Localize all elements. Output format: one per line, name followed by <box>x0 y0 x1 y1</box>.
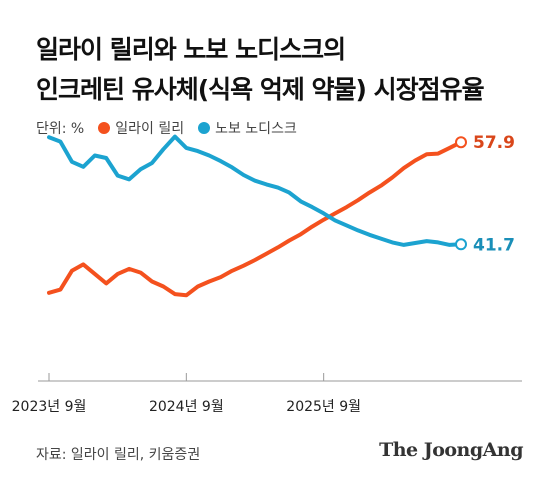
legend-label-lilly: 일라이 릴리 <box>115 121 185 137</box>
x-tick-label: 2025년 9월 <box>286 399 361 415</box>
series-lines <box>47 134 463 298</box>
series-line-novo <box>47 134 463 247</box>
chart-title-line-2: 인크레틴 유사체(식욕 억제 약물) 시장점유율 <box>36 75 485 104</box>
brand-logo: The JoongAng <box>379 439 523 461</box>
source-note: 자료: 일라이 릴리, 키움증권 <box>36 447 201 463</box>
legend-label-novo: 노보 노디스크 <box>215 121 297 137</box>
end-point-marker <box>455 238 467 251</box>
end-value-label: 57.9 <box>473 133 515 153</box>
x-ticks: 2023년 9월 2024년 9월 2025년 9월 <box>12 373 361 415</box>
chart-title: 일라이 릴리와 노보 노디스크의 인크레틴 유사체(식욕 억제 약물) 시장점유… <box>36 30 485 110</box>
legend-item-lilly: 일라이 릴리 <box>98 118 184 138</box>
legend: 단위: % 일라이 릴리 노보 노디스크 <box>36 118 311 138</box>
series-line-lilly <box>47 140 463 298</box>
unit-label: 단위: % <box>36 121 85 137</box>
end-markers: 57.9 41.7 <box>455 133 515 255</box>
x-tick-label: 2023년 9월 <box>12 399 87 415</box>
legend-item-novo: 노보 노디스크 <box>198 118 297 138</box>
end-point-marker <box>455 136 467 149</box>
x-tick-label: 2024년 9월 <box>149 399 224 415</box>
legend-swatch-novo <box>198 122 211 134</box>
chart-title-line-1: 일라이 릴리와 노보 노디스크의 <box>36 35 346 64</box>
end-value-label: 41.7 <box>473 235 515 255</box>
legend-swatch-lilly <box>98 122 111 134</box>
